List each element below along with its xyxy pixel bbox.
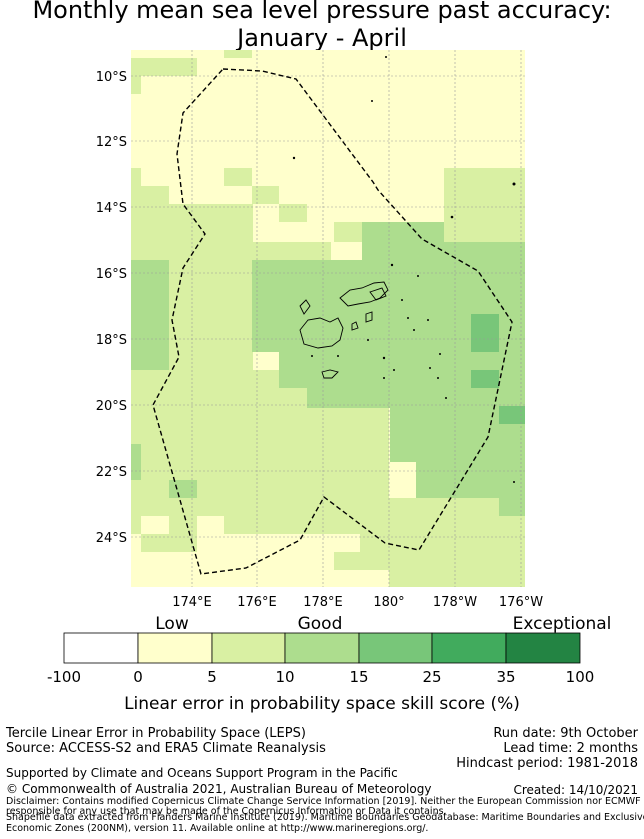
colorbar-tick: 10 — [275, 668, 294, 686]
lat-label: 18°S — [96, 333, 127, 348]
colorbar-tick: 100 — [566, 668, 595, 686]
lat-label: 22°S — [96, 465, 127, 480]
lat-label: 24°S — [96, 531, 127, 546]
lat-label: 20°S — [96, 399, 127, 414]
colorbar-tick: 25 — [422, 668, 441, 686]
colorbar-swatch — [285, 633, 359, 663]
created-date: Created: 14/10/2021 — [513, 783, 638, 797]
lat-label: 10°S — [96, 70, 127, 85]
run-date: Run date: 9th October — [493, 726, 638, 741]
category-low: Low — [155, 614, 189, 634]
category-labels: Low Good Exceptional — [155, 614, 611, 634]
lat-label: 14°S — [96, 201, 127, 216]
lon-label: 178°E — [303, 595, 343, 610]
category-exceptional: Exceptional — [513, 614, 612, 634]
colorbar-swatch — [212, 633, 285, 663]
leps-description: Tercile Linear Error in Probability Spac… — [6, 726, 306, 741]
lat-label: 12°S — [96, 135, 127, 150]
colorbar-tick: 35 — [496, 668, 515, 686]
hindcast-period: Hindcast period: 1981-2018 — [456, 756, 638, 771]
colorbar-tick: 15 — [349, 668, 368, 686]
colorbar-tick: -100 — [47, 668, 81, 686]
lon-label: 174°E — [172, 595, 212, 610]
lon-label: 176°W — [499, 595, 543, 610]
category-good: Good — [298, 614, 343, 634]
longitude-labels: 174°E 176°E 178°E 180° 178°W 176°W — [172, 595, 543, 610]
copyright-text: © Commonwealth of Australia 2021, Austra… — [6, 782, 431, 796]
lat-label: 16°S — [96, 267, 127, 282]
shapefile-line-1: Shapefile data extracted from Flanders M… — [6, 812, 644, 823]
colorbar-tick: 5 — [207, 668, 217, 686]
source-text: Source: ACCESS-S2 and ERA5 Climate Reana… — [6, 741, 326, 756]
colorbar-swatch — [64, 633, 138, 663]
lon-label: 180° — [373, 595, 404, 610]
colorbar-label: Linear error in probability space skill … — [124, 694, 520, 714]
colorbar-ticks: -100 0 5 10 15 25 35 100 — [47, 668, 594, 686]
colorbar-swatch — [359, 633, 432, 663]
latitude-labels: 10°S 12°S 14°S 16°S 18°S 20°S 22°S 24°S — [96, 70, 127, 546]
map-figure: 10°S 12°S 14°S 16°S 18°S 20°S 22°S 24°S … — [0, 0, 644, 839]
lon-label: 176°E — [237, 595, 277, 610]
lon-label: 178°W — [433, 595, 477, 610]
shapefile-line-2: Economic Zones (200NM), version 11. Avai… — [6, 823, 428, 834]
colorbar — [64, 633, 580, 663]
colorbar-swatch — [506, 633, 580, 663]
colorbar-tick: 0 — [133, 668, 143, 686]
lead-time: Lead time: 2 months — [503, 741, 638, 756]
support-text: Supported by Climate and Oceans Support … — [6, 766, 398, 780]
colorbar-swatch — [138, 633, 212, 663]
colorbar-swatch — [432, 633, 506, 663]
